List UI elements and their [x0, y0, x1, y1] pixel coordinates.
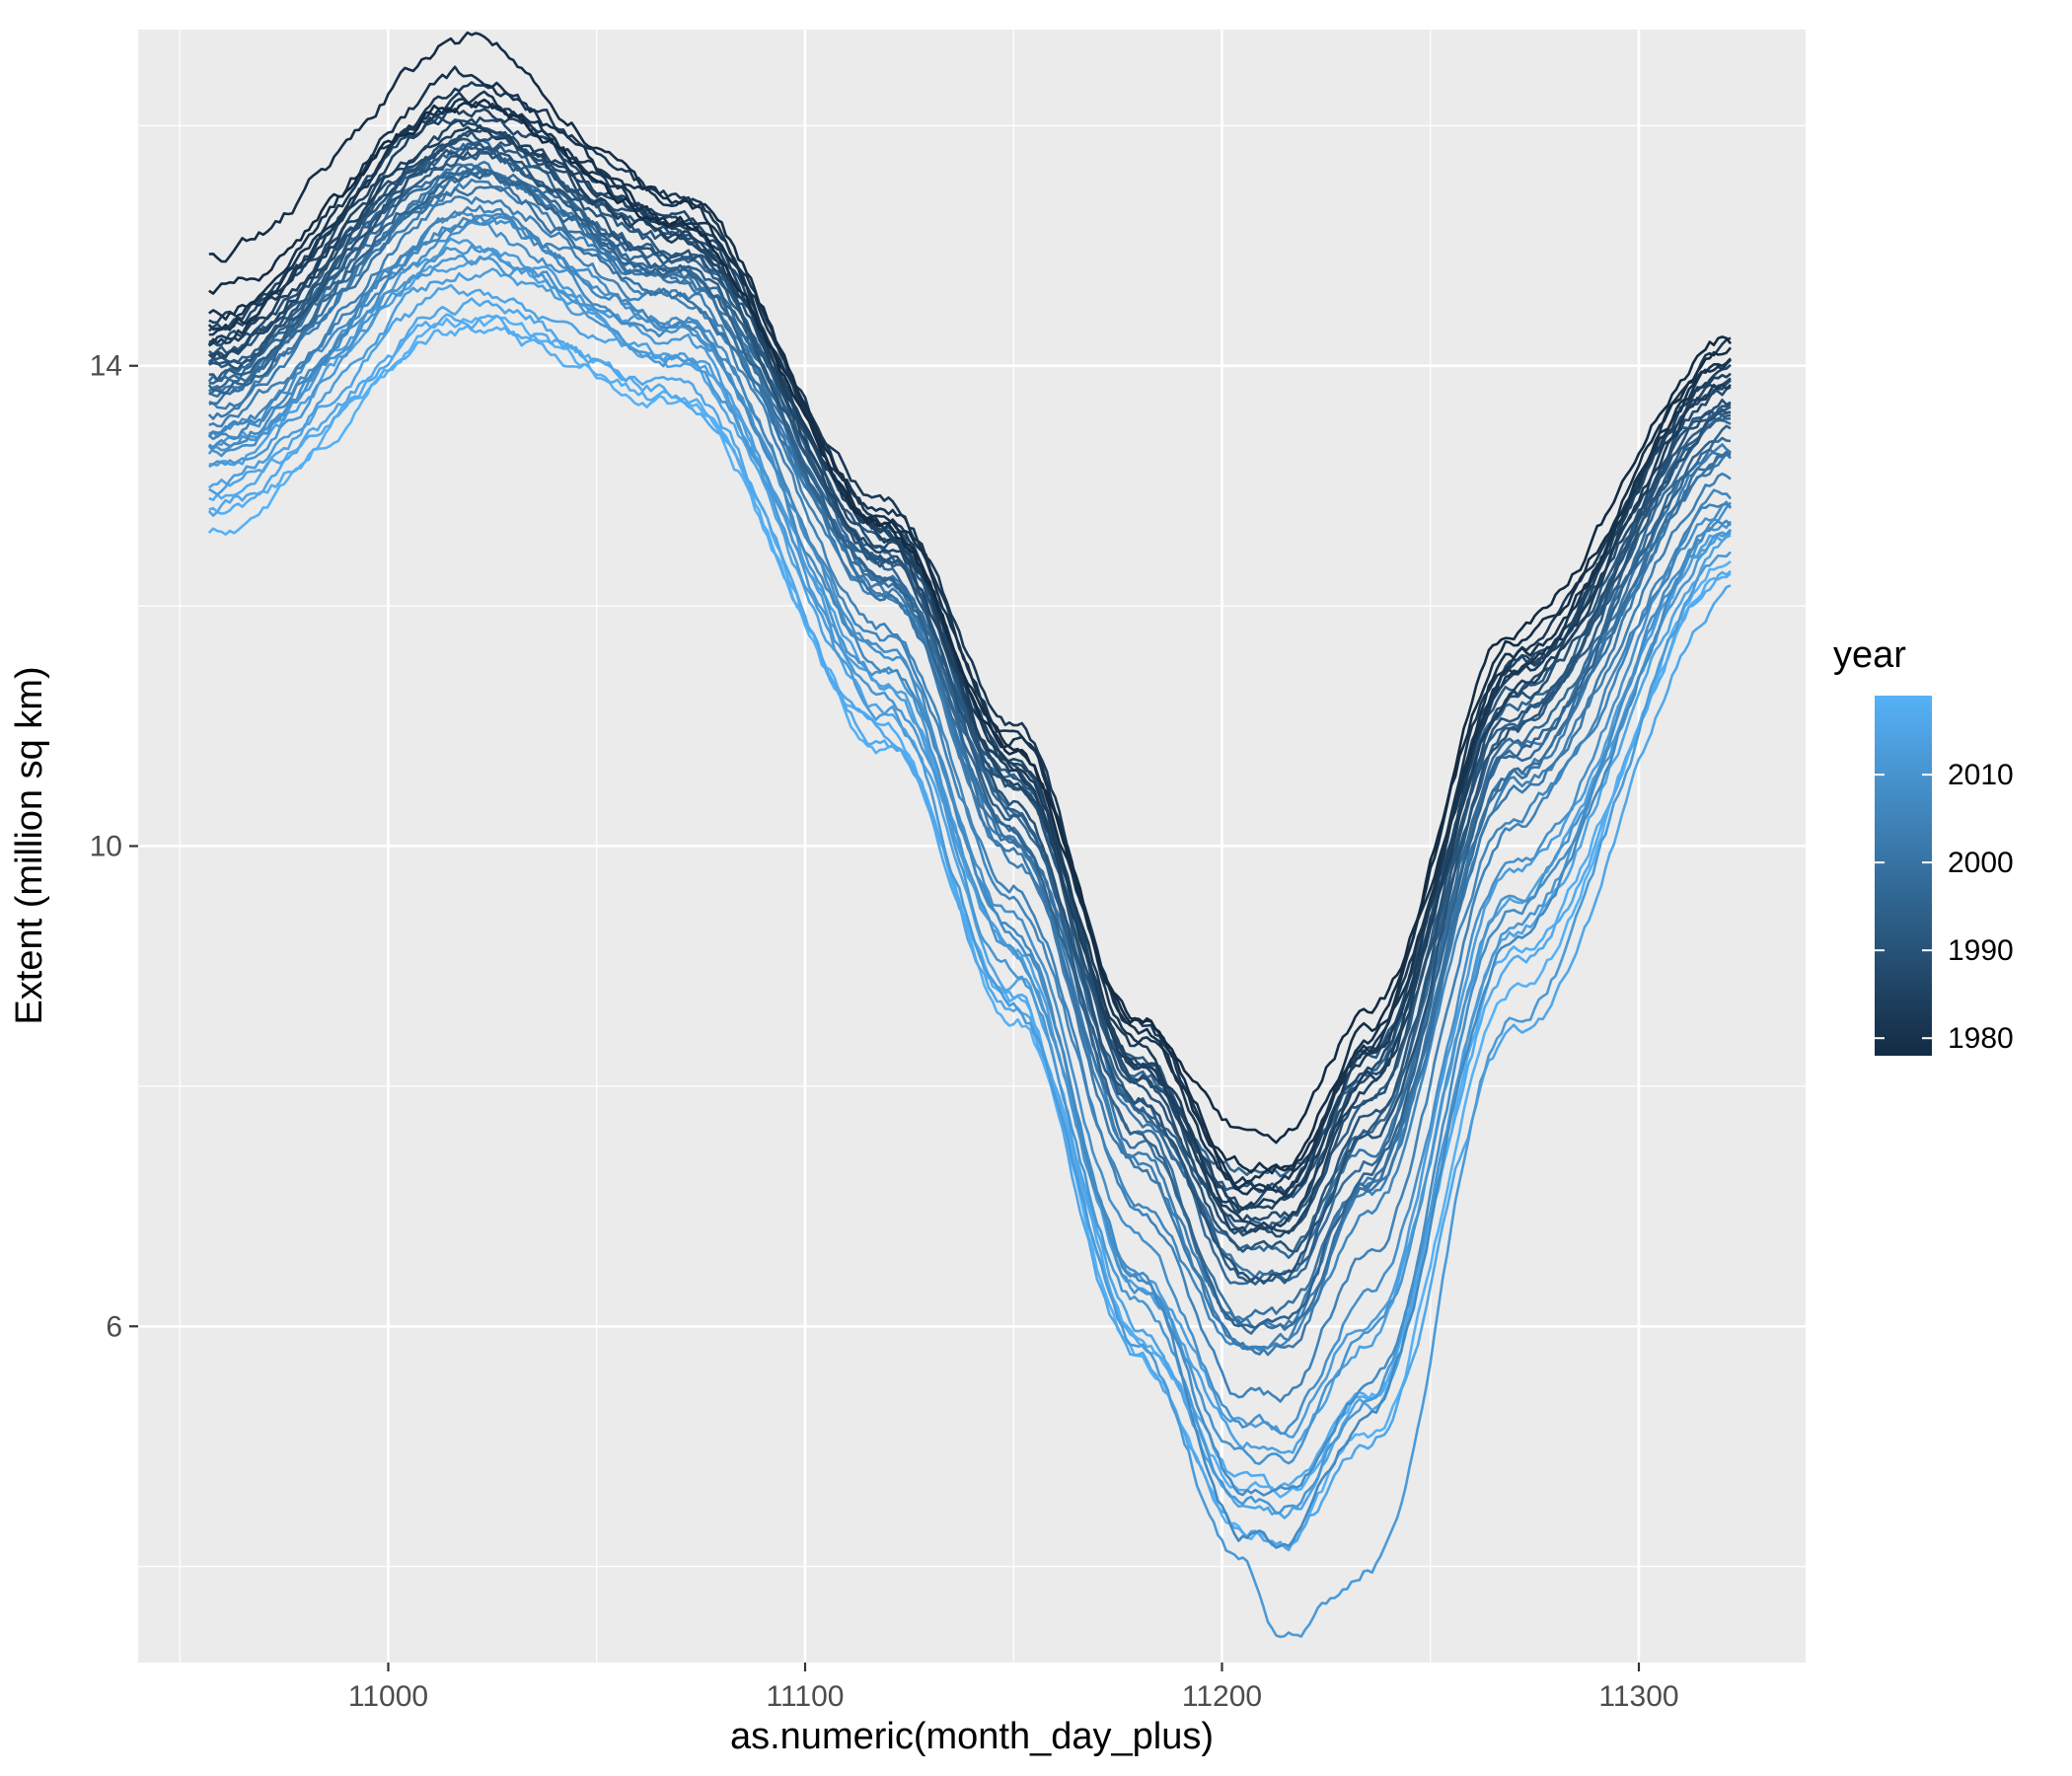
legend-title: year: [1833, 634, 1906, 676]
x-tick-label: 11000: [348, 1680, 428, 1713]
x-tick-label: 11200: [1182, 1680, 1262, 1713]
series-line-2002: [207, 160, 1732, 1357]
y-axis: 6 10 14: [90, 350, 138, 1343]
y-tick-label: 10: [90, 831, 122, 863]
series-line-1993: [208, 148, 1732, 1286]
legend-label: 1980: [1948, 1022, 2014, 1055]
y-tick-label: 6: [106, 1310, 122, 1343]
x-tick-label: 11300: [1598, 1680, 1678, 1713]
legend-label: 1990: [1948, 934, 2014, 967]
series-line-1983: [208, 91, 1732, 1212]
legend-colorbar: [1875, 696, 1932, 1056]
x-axis: 11000 11100 11200 11300: [348, 1663, 1679, 1713]
series-line-1999: [208, 168, 1732, 1335]
series-line-2012: [207, 237, 1732, 1639]
series-line-2005: [207, 204, 1732, 1403]
y-axis-title: Extent (million sq km): [9, 666, 50, 1024]
series-line-1982: [208, 81, 1732, 1193]
series-line-1979: [208, 31, 1733, 1174]
series-line-2017: [208, 313, 1732, 1492]
x-tick-label: 11100: [767, 1680, 845, 1713]
grid-major: [138, 30, 1806, 1663]
series-line-1990: [208, 148, 1732, 1285]
series-line-2011: [208, 255, 1732, 1516]
legend-label: 2010: [1948, 759, 2014, 791]
x-axis-title: as.numeric(month_day_plus): [730, 1716, 1214, 1757]
y-tick-label: 14: [90, 350, 122, 383]
series-line-1984: [207, 123, 1732, 1231]
series-lines: [207, 31, 1733, 1639]
series-line-1995: [207, 170, 1732, 1329]
series-line-2019: [207, 315, 1732, 1550]
series-line-2014: [208, 252, 1732, 1454]
legend-ticks: 1980 1990 2000 2010: [1875, 759, 2014, 1055]
series-line-1980: [208, 65, 1732, 1190]
legend-label: 2000: [1948, 847, 2014, 879]
series-line-2007: [208, 215, 1732, 1549]
color-legend: year 1980 1990 2000 2010: [1833, 634, 2014, 1056]
series-line-2006: [207, 212, 1732, 1352]
series-line-2010: [208, 244, 1733, 1465]
series-line-1978: [208, 98, 1733, 1145]
